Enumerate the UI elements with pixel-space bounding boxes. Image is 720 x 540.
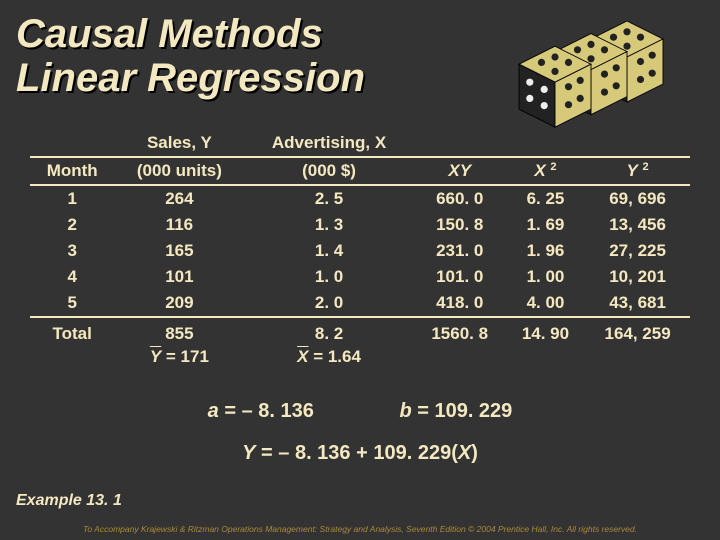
col-sales-bot: (000 units) [114, 157, 244, 185]
mean-blank4 [585, 347, 690, 370]
table-cell: 2. 0 [244, 290, 413, 317]
col-month: Month [30, 157, 114, 185]
b-equation: b = 109. 229 [399, 400, 512, 423]
table-cell: 418. 0 [414, 290, 506, 317]
col-y2: Y 2 [585, 157, 690, 185]
col-y2-blank [585, 130, 690, 157]
total-y: 855 [114, 317, 244, 347]
col-x2: X 2 [506, 157, 585, 185]
regression-equation: Y = – 8. 136 + 109. 229(X) [0, 442, 720, 465]
col-month-blank [30, 130, 114, 157]
total-label: Total [30, 317, 114, 347]
mean-blank2 [414, 347, 506, 370]
dice-graphic [510, 20, 690, 130]
table-cell: 43, 681 [585, 290, 690, 317]
mean-blank3 [506, 347, 585, 370]
slide-title: Causal Methods Linear Regression [16, 12, 365, 100]
table-cell: 4. 00 [506, 290, 585, 317]
table-cell: 4 [30, 264, 114, 290]
table-cell: 2. 5 [244, 185, 413, 212]
table-cell: 69, 696 [585, 185, 690, 212]
copyright-footer: To Accompany Krajewski & Ritzman Operati… [0, 524, 720, 534]
regression-table: Sales, Y Advertising, X Month (000 units… [30, 130, 690, 370]
table-cell: 165 [114, 238, 244, 264]
ybar: Y = 171 [114, 347, 244, 370]
table-cell: 13, 456 [585, 212, 690, 238]
table-cell: 5 [30, 290, 114, 317]
total-x: 8. 2 [244, 317, 413, 347]
example-label: Example 13. 1 [16, 492, 122, 510]
mean-blank1 [30, 347, 114, 370]
table-cell: 1. 69 [506, 212, 585, 238]
total-x2: 14. 90 [506, 317, 585, 347]
table-cell: 3 [30, 238, 114, 264]
col-adv-bot: (000 $) [244, 157, 413, 185]
table-cell: 2 [30, 212, 114, 238]
coefficients-line: a = – 8. 136 b = 109. 229 [0, 400, 720, 423]
table-cell: 116 [114, 212, 244, 238]
col-x2-blank [506, 130, 585, 157]
table-cell: 150. 8 [414, 212, 506, 238]
table-cell: 1 [30, 185, 114, 212]
col-sales-top: Sales, Y [114, 130, 244, 157]
table-cell: 660. 0 [414, 185, 506, 212]
table-cell: 264 [114, 185, 244, 212]
table-cell: 1. 0 [244, 264, 413, 290]
xbar: X = 1.64 [244, 347, 413, 370]
table-cell: 209 [114, 290, 244, 317]
table-cell: 1. 00 [506, 264, 585, 290]
total-xy: 1560. 8 [414, 317, 506, 347]
table-cell: 101. 0 [414, 264, 506, 290]
col-adv-top: Advertising, X [244, 130, 413, 157]
table-cell: 6. 25 [506, 185, 585, 212]
table-cell: 1. 3 [244, 212, 413, 238]
title-line2: Linear Regression [16, 56, 365, 100]
col-xy: XY [414, 157, 506, 185]
a-equation: a = – 8. 136 [208, 400, 314, 423]
table-cell: 101 [114, 264, 244, 290]
table-cell: 1. 96 [506, 238, 585, 264]
title-line1: Causal Methods [16, 12, 323, 56]
table-cell: 1. 4 [244, 238, 413, 264]
table-cell: 10, 201 [585, 264, 690, 290]
col-xy-blank [414, 130, 506, 157]
total-y2: 164, 259 [585, 317, 690, 347]
table-cell: 27, 225 [585, 238, 690, 264]
table-cell: 231. 0 [414, 238, 506, 264]
